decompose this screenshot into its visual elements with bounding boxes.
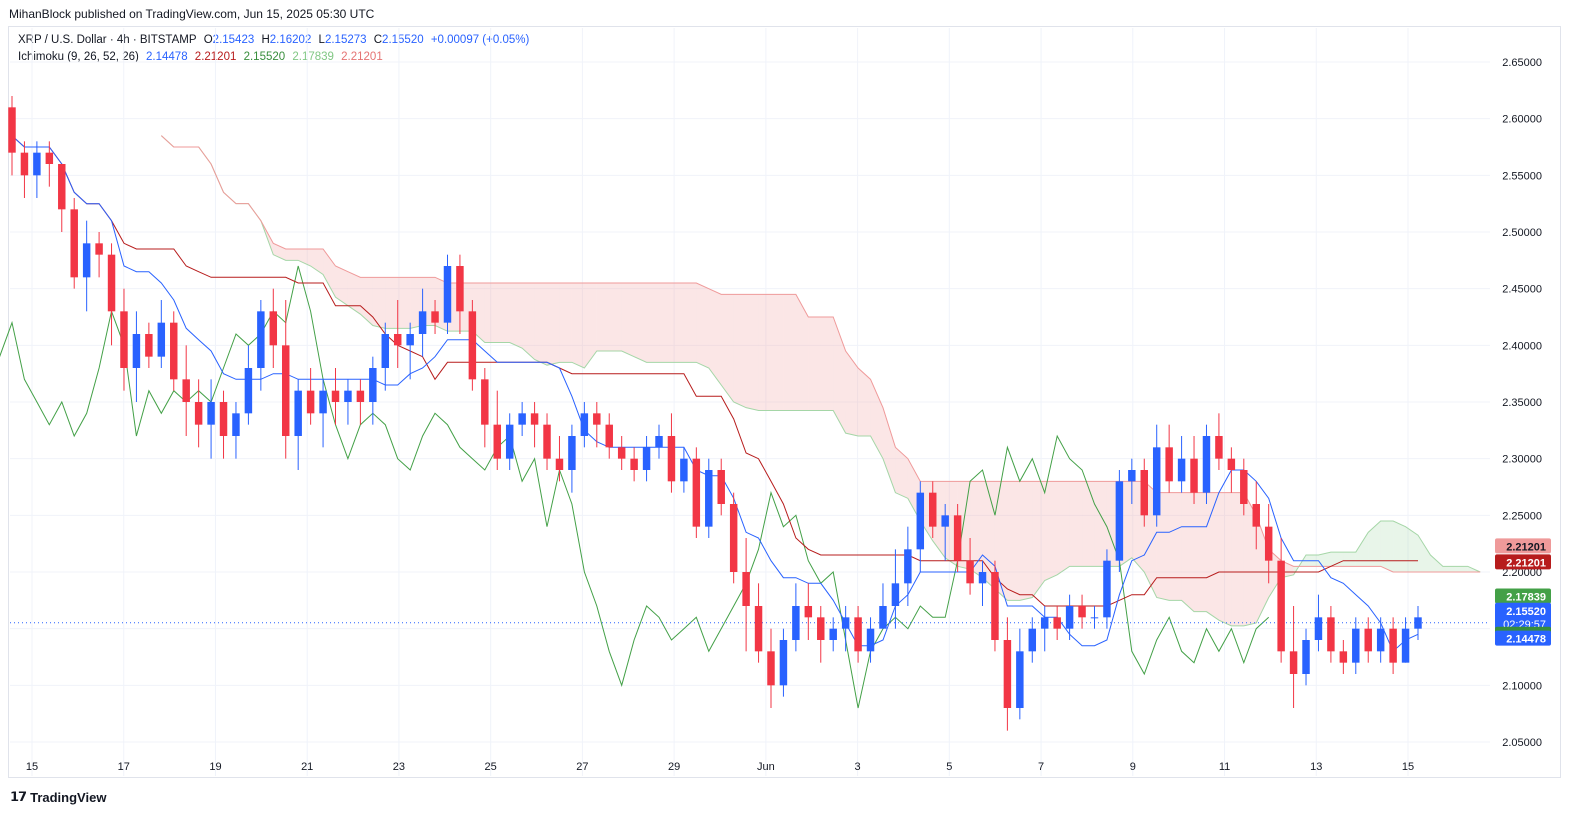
indicator-value-span-a: 2.17839 bbox=[292, 51, 334, 63]
open-value: 2.15423 bbox=[212, 34, 255, 46]
indicator-value-span-b: 2.21201 bbox=[341, 51, 383, 63]
change-value: +0.00097 (+0.05%) bbox=[430, 34, 530, 46]
high-value: 2.16202 bbox=[269, 34, 312, 46]
close-label: C bbox=[373, 34, 383, 46]
close-value: 2.15520 bbox=[382, 34, 424, 46]
open-label: O bbox=[203, 34, 213, 46]
indicator-value-tenkan: 2.14478 bbox=[146, 51, 188, 63]
indicator-legend: Ichimoku (9, 26, 52, 26) 2.14478 2.21201… bbox=[18, 51, 387, 63]
symbol-label[interactable]: XRP / U.S. Dollar · 4h · BITSTAMP bbox=[18, 34, 197, 46]
publisher-line: MihanBlock published on TradingView.com,… bbox=[9, 7, 375, 21]
indicator-label[interactable]: Ichimoku (9, 26, 52, 26) bbox=[18, 51, 139, 63]
footer-brand: TradingView bbox=[30, 789, 107, 805]
indicator-value-kijun: 2.21201 bbox=[194, 51, 237, 63]
tradingview-footer[interactable]: 𝟭𝟳 TradingView bbox=[10, 789, 106, 805]
low-label: L bbox=[318, 34, 325, 46]
low-value: 2.15273 bbox=[324, 34, 367, 46]
symbol-legend: XRP / U.S. Dollar · 4h · BITSTAMP O2.154… bbox=[18, 34, 533, 46]
tradingview-logo-icon: 𝟭𝟳 bbox=[10, 789, 27, 804]
chart-frame bbox=[8, 26, 1561, 778]
indicator-value-chikou: 2.15520 bbox=[243, 51, 286, 63]
high-label: H bbox=[261, 34, 270, 46]
